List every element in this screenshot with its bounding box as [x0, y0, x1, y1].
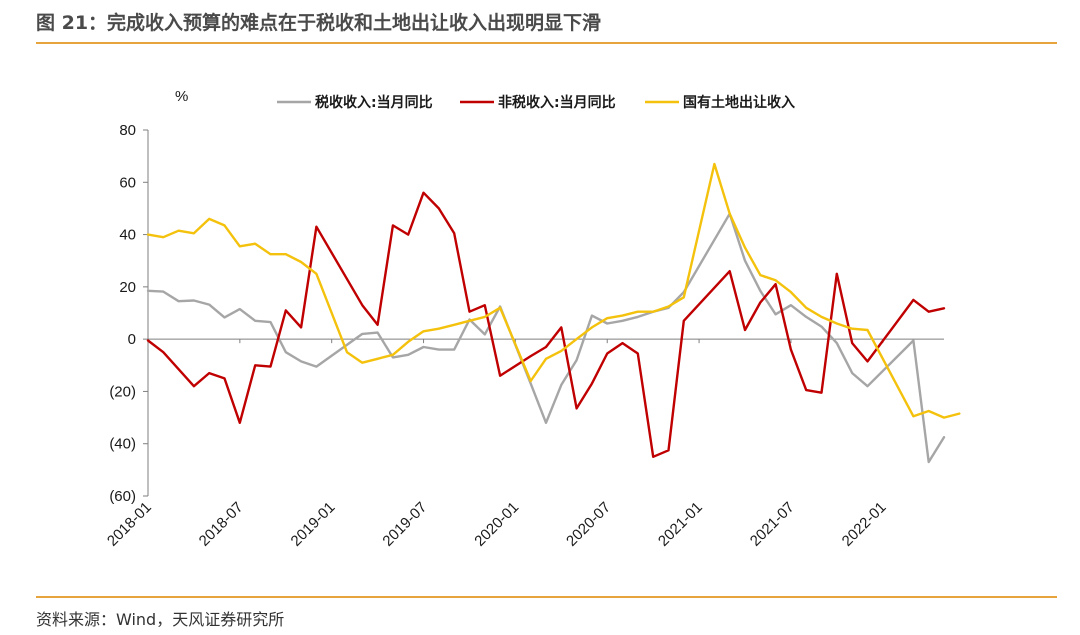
y-tick-label: 60 [119, 174, 136, 191]
y-tick-label: (20) [109, 383, 136, 400]
y-unit-label: % [175, 88, 188, 105]
series-line-3 [146, 162, 961, 419]
title-underline [36, 42, 1057, 44]
y-tick-label: 40 [119, 227, 136, 244]
y-tick-label: 80 [119, 122, 136, 139]
x-tick-label: 2020-01 [471, 499, 522, 550]
series-layer [146, 162, 961, 464]
source-note: 资料来源：Wind，天风证券研究所 [36, 610, 285, 629]
source-rule [36, 596, 1057, 598]
y-tick-label: (60) [109, 488, 136, 505]
axes-layer: % 80 60 40 20 0 (20) (40) (60)2018-01 2018-07 2019… [104, 88, 944, 550]
x-tick-label: 2022-01 [839, 499, 890, 550]
legend-label-1: 税收收入:当月同比 [315, 94, 433, 111]
x-tick-label: 2018-07 [196, 499, 247, 550]
y-tick-label: 0 [128, 331, 136, 348]
legend-label-2: 非税收入:当月同比 [498, 94, 616, 111]
x-tick-label: 2018-01 [104, 499, 155, 550]
legend-label-3: 国有土地出让收入 [683, 94, 795, 111]
series-line-1 [146, 212, 946, 464]
line-chart: % 80 60 40 20 0 (20) (40) (60)2018-01 2018-07 2019… [104, 88, 961, 550]
y-tick-label: (40) [109, 436, 136, 453]
y-tick-label: 20 [119, 279, 136, 296]
x-tick-label: 2021-07 [747, 499, 798, 550]
figure-title: 图 21：完成收入预算的难点在于税收和土地出让收入出现明显下滑 [36, 12, 602, 34]
x-tick-label: 2019-07 [379, 499, 430, 550]
series-line-2 [146, 191, 946, 458]
legend: 税收收入:当月同比 非税收入:当月同比 国有土地出让收入 [277, 94, 795, 111]
x-tick-label: 2019-01 [288, 499, 339, 550]
x-tick-label: 2021-01 [655, 499, 706, 550]
x-tick-label: 2020-07 [563, 499, 614, 550]
